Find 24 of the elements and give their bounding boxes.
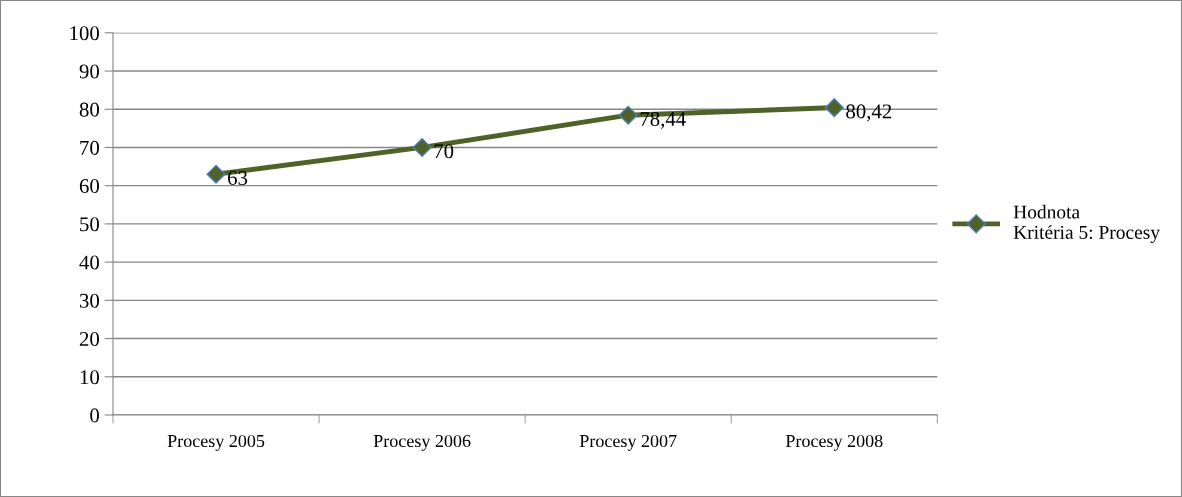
point bbox=[412, 137, 432, 157]
y-tick-label: 20 bbox=[79, 331, 100, 346]
data-label: 78,44 bbox=[640, 111, 686, 129]
y-tick-label: 100 bbox=[70, 26, 100, 41]
y-tick-label: 0 bbox=[90, 408, 100, 423]
y-tick-label: 40 bbox=[79, 255, 100, 270]
y-tick-label: 50 bbox=[80, 217, 100, 232]
y-tick-label: 90 bbox=[79, 64, 100, 79]
point bbox=[206, 164, 226, 184]
y-tick-label: 70 bbox=[80, 140, 100, 155]
y-tick-label: 80 bbox=[79, 102, 100, 117]
data-label: 70 bbox=[434, 144, 454, 159]
point bbox=[824, 98, 844, 118]
legend-label: Hodnota Kritéria 5: Procesy bbox=[1013, 204, 1160, 243]
data-label: 63 bbox=[228, 170, 248, 185]
x-tick-label: Procesy 2005 bbox=[167, 434, 265, 451]
y-tick-label: 30 bbox=[79, 293, 100, 308]
x-tick-label: Procesy 2008 bbox=[785, 434, 883, 451]
y-tick-label: 10 bbox=[80, 370, 100, 385]
data-label: 80,42 bbox=[846, 104, 892, 122]
y-tick-label: 60 bbox=[79, 179, 100, 194]
x-tick-label: Procesy 2007 bbox=[579, 434, 677, 451]
point bbox=[618, 105, 638, 125]
x-tick-label: Procesy 2006 bbox=[373, 434, 471, 451]
